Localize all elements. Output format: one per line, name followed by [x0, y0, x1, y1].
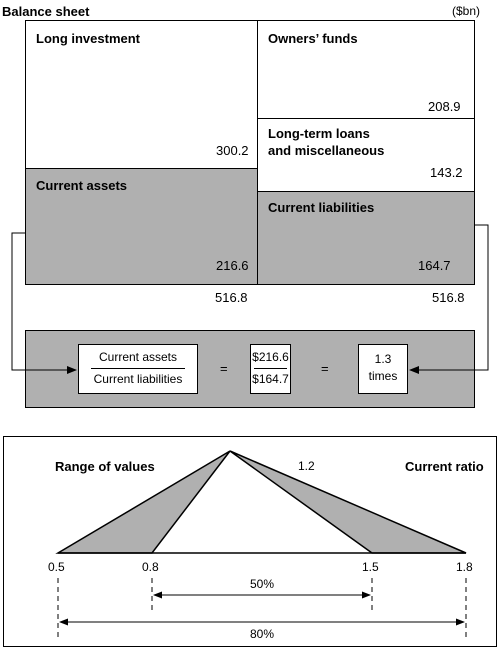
- long-investment-block: Long investment 300.2: [25, 20, 259, 170]
- long-investment-label: Long investment: [36, 31, 141, 46]
- long-investment-value: 300.2: [216, 143, 249, 158]
- left-shaded-triangle: [55, 450, 231, 554]
- total-liabilities: 516.8: [432, 290, 465, 305]
- tick-label-1-5: 1.5: [362, 560, 379, 574]
- owners-funds-value: 208.9: [428, 99, 461, 114]
- fraction-numerator: Current assets: [98, 350, 178, 364]
- value-fraction-bar: [254, 368, 287, 369]
- assets-connector-arrow: [11, 232, 77, 374]
- owners-funds-label: Owners’ funds: [268, 31, 358, 46]
- current-assets-label: Current assets: [36, 178, 128, 193]
- tick-label-0-8: 0.8: [142, 560, 159, 574]
- long-term-loans-label-line1: Long-term loans: [268, 126, 370, 141]
- range-panel: [3, 436, 497, 647]
- balance-sheet-title: Balance sheet: [2, 4, 90, 19]
- dashed-tick-guides: [57, 578, 467, 638]
- inner-range-percent: 50%: [250, 577, 275, 591]
- right-shaded-triangle: [229, 450, 467, 554]
- result-line2: times: [368, 369, 398, 383]
- liabilities-connector-arrow: [409, 224, 489, 374]
- current-liabilities-label: Current liabilities: [268, 200, 375, 215]
- current-assets-block: Current assets 216.6: [25, 168, 259, 285]
- result-box: 1.3 times: [358, 344, 408, 394]
- equals-sign-1: =: [220, 361, 228, 376]
- peak-value-label: 1.2: [298, 459, 315, 473]
- fraction-denominator: Current liabilities: [93, 372, 183, 386]
- outer-range-percent: 80%: [250, 627, 275, 641]
- long-term-loans-value: 143.2: [430, 165, 463, 180]
- value-denominator: $164.7: [252, 372, 289, 386]
- ratio-fraction-box: Current assets Current liabilities: [78, 344, 198, 394]
- value-fraction-box: $216.6 $164.7: [250, 344, 291, 394]
- value-numerator: $216.6: [252, 350, 289, 364]
- tick-label-0-5: 0.5: [48, 560, 65, 574]
- owners-funds-block: Owners’ funds 208.9: [257, 20, 475, 120]
- long-term-loans-label-line2: and miscellaneous: [268, 143, 385, 158]
- current-assets-value: 216.6: [216, 258, 249, 273]
- total-assets: 516.8: [215, 290, 248, 305]
- unit-label: ($bn): [452, 4, 481, 18]
- current-liabilities-value: 164.7: [418, 258, 451, 273]
- range-of-values-label: Range of values: [55, 459, 155, 474]
- current-ratio-label: Current ratio: [405, 459, 484, 474]
- current-liabilities-block: Current liabilities 164.7: [257, 191, 475, 285]
- fraction-bar: [91, 368, 185, 369]
- result-line1: 1.3: [374, 352, 392, 366]
- equals-sign-2: =: [321, 361, 329, 376]
- tick-label-1-8: 1.8: [456, 560, 473, 574]
